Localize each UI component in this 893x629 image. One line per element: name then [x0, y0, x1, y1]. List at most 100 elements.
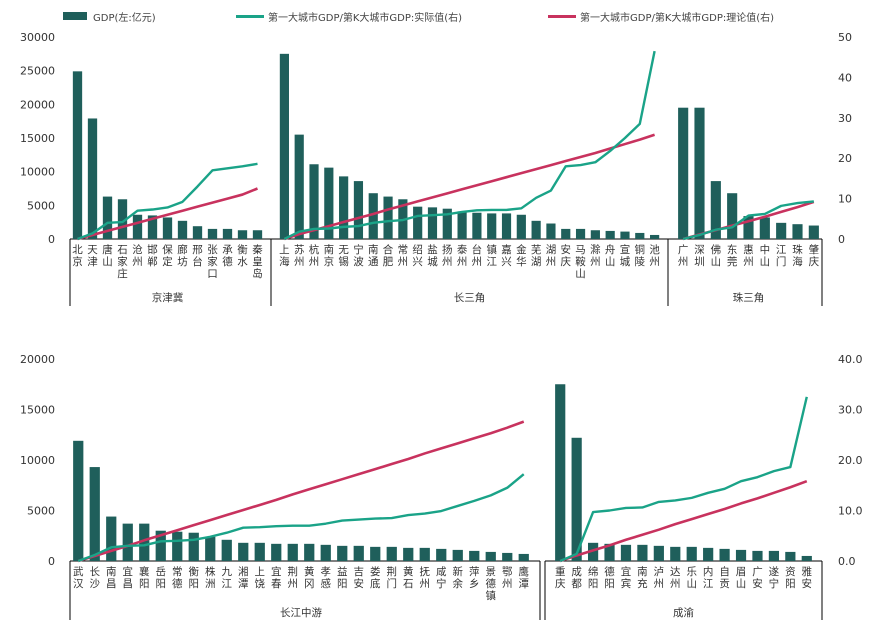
city-label: 安 [354, 577, 365, 590]
left-tick-label: 0 [48, 555, 55, 568]
gdp-bar [252, 230, 263, 239]
gdp-bar [516, 214, 526, 239]
city-label: 定 [162, 255, 173, 268]
city-label: 株 [205, 565, 216, 578]
gdp-bar [324, 167, 334, 239]
city-label: 华 [516, 255, 527, 268]
city-label: 饶 [255, 577, 266, 590]
city-label: 景 [486, 566, 497, 578]
city-label: 州 [472, 256, 483, 268]
legend-actual-swatch [236, 15, 264, 18]
city-label: 郸 [147, 255, 158, 268]
city-label: 阳 [588, 578, 599, 590]
city-label: 潭 [519, 578, 530, 590]
gdp-bar [620, 544, 632, 561]
city-label: 达 [670, 566, 681, 578]
city-label: 长 [90, 566, 101, 578]
city-label: 北 [72, 244, 83, 256]
theory-line [77, 187, 258, 241]
gdp-bar [320, 544, 331, 561]
group-label: 成渝 [673, 606, 694, 619]
left-tick-label: 0 [48, 233, 55, 246]
gdp-bar [587, 542, 599, 561]
gdp-bar [469, 550, 480, 561]
gdp-bar [413, 206, 423, 239]
city-label: 山 [605, 256, 616, 268]
city-label: 江 [222, 578, 233, 590]
city-label: 舟 [605, 243, 616, 256]
gdp-bar [776, 222, 787, 239]
gdp-bar [487, 213, 497, 239]
city-label: 嘉 [501, 243, 512, 256]
city-label: 山 [736, 578, 747, 590]
gdp-bar [304, 543, 315, 561]
city-label: 鞍 [575, 255, 586, 268]
city-label: 沧 [132, 243, 143, 256]
city-label: 扬 [442, 243, 453, 256]
city-label: 襄 [139, 565, 150, 578]
city-label: 南 [637, 565, 648, 578]
gdp-bar [703, 547, 714, 561]
city-label: 邢 [192, 244, 203, 256]
city-label: 娄 [370, 565, 381, 578]
gdp-bar [759, 217, 770, 239]
city-label: 衡 [189, 566, 200, 578]
city-label: 新 [453, 565, 464, 578]
left-tick-label: 15000 [20, 132, 55, 145]
gdp-bar [485, 551, 496, 561]
city-label: 宜 [271, 565, 282, 578]
gdp-bar [294, 134, 304, 239]
city-label: 益 [337, 565, 348, 578]
right-tick-label: 20 [838, 152, 852, 165]
gdp-bar [650, 234, 660, 239]
city-label: 自 [719, 565, 730, 578]
gdp-bar [801, 555, 812, 561]
actual-line [77, 162, 258, 241]
left-tick-label: 5000 [27, 505, 55, 518]
city-label: 秦 [252, 243, 263, 256]
group-label: 京津冀 [152, 291, 184, 304]
gdp-bar [122, 523, 133, 561]
city-label: 惠 [743, 243, 754, 256]
city-label: 宁 [769, 577, 780, 590]
city-label: 州 [590, 256, 601, 268]
city-label: 州 [294, 256, 305, 268]
city-label: 宜 [621, 565, 632, 578]
city-label: 湘 [238, 565, 249, 578]
gdp-bar [207, 228, 218, 239]
gdp-bar [188, 532, 199, 561]
gdp-bar [383, 196, 393, 239]
city-label: 唐 [102, 243, 113, 256]
city-label: 广 [678, 244, 689, 256]
gdp-bar [279, 53, 289, 240]
city-label: 咸 [436, 566, 447, 578]
right-tick-label: 50 [838, 31, 852, 44]
city-label: 深 [694, 244, 705, 256]
right-tick-label: 0 [838, 233, 845, 246]
left-tick-label: 20000 [20, 98, 55, 111]
gdp-bar [147, 215, 158, 239]
city-label: 金 [516, 243, 527, 256]
gdp-bar [635, 232, 645, 239]
city-label: 苏 [294, 243, 305, 256]
city-label: 波 [353, 255, 364, 268]
city-label: 绵 [588, 565, 599, 578]
city-label: 城 [620, 256, 631, 268]
city-label: 抚 [420, 566, 431, 578]
gdp-bar [337, 545, 348, 561]
city-label: 鄂 [502, 566, 513, 578]
city-label: 海 [279, 255, 290, 268]
city-label: 肇 [809, 243, 820, 256]
gdp-bar [419, 547, 430, 561]
city-label: 兴 [412, 256, 423, 268]
city-label: 水 [237, 256, 248, 268]
chart-panel-bottom-left: 20000150001000050000武汉长沙南昌宜昌襄阳岳阳常德衡阳株洲九江… [20, 353, 541, 620]
city-label: 邯 [147, 243, 158, 256]
gdp-bar [177, 220, 188, 239]
city-label: 绍 [412, 243, 423, 256]
gdp-bar [155, 530, 166, 561]
city-label: 阳 [337, 578, 348, 590]
gdp-bar [502, 552, 513, 561]
gdp-bar [686, 546, 697, 561]
